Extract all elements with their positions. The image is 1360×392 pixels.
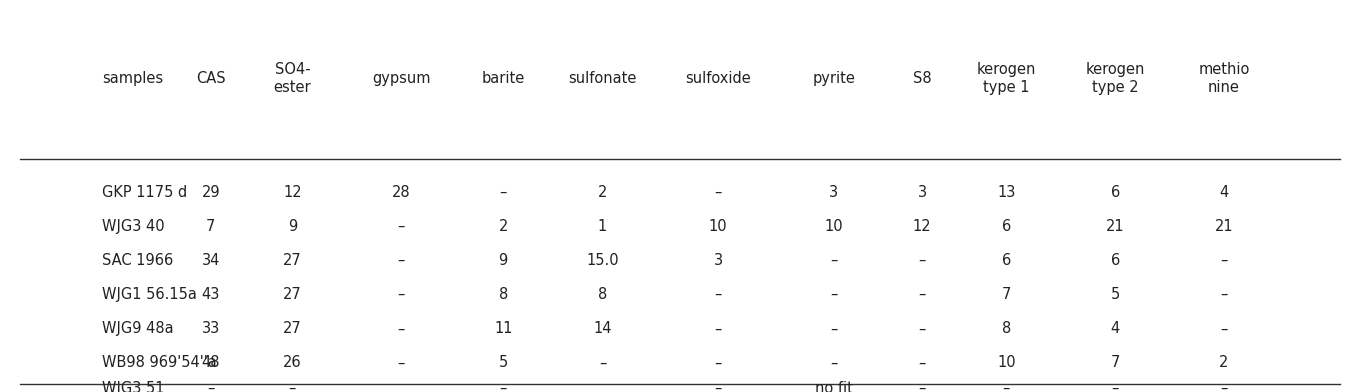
Text: –: –	[397, 321, 405, 336]
Text: 7: 7	[1111, 356, 1119, 370]
Text: 5: 5	[1111, 287, 1119, 302]
Text: 3: 3	[714, 253, 722, 268]
Text: 43: 43	[201, 287, 220, 302]
Text: WJG1 56.15a: WJG1 56.15a	[102, 287, 197, 302]
Text: 4: 4	[1111, 321, 1119, 336]
Text: 11: 11	[494, 321, 513, 336]
Text: 27: 27	[283, 253, 302, 268]
Text: 6: 6	[1111, 185, 1119, 200]
Text: 15.0: 15.0	[586, 253, 619, 268]
Text: barite: barite	[481, 71, 525, 86]
Text: 8: 8	[598, 287, 607, 302]
Text: –: –	[830, 253, 838, 268]
Text: 34: 34	[201, 253, 220, 268]
Text: –: –	[918, 381, 926, 392]
Text: –: –	[1002, 381, 1010, 392]
Text: kerogen
type 2: kerogen type 2	[1085, 62, 1145, 95]
Text: –: –	[918, 287, 926, 302]
Text: 9: 9	[288, 219, 296, 234]
Text: –: –	[714, 356, 722, 370]
Text: 4: 4	[1220, 185, 1228, 200]
Text: samples: samples	[102, 71, 163, 86]
Text: gypsum: gypsum	[371, 71, 431, 86]
Text: 7: 7	[207, 219, 215, 234]
Text: S8: S8	[913, 71, 932, 86]
Text: –: –	[397, 219, 405, 234]
Text: 2: 2	[1220, 356, 1228, 370]
Text: 6: 6	[1111, 253, 1119, 268]
Text: 3: 3	[830, 185, 838, 200]
Text: 10: 10	[709, 219, 728, 234]
Text: –: –	[598, 356, 607, 370]
Text: –: –	[288, 381, 296, 392]
Text: WJG3 51: WJG3 51	[102, 381, 165, 392]
Text: SO4-
ester: SO4- ester	[273, 62, 311, 95]
Text: methio
nine: methio nine	[1198, 62, 1250, 95]
Text: 14: 14	[593, 321, 612, 336]
Text: 13: 13	[997, 185, 1016, 200]
Text: –: –	[1220, 253, 1228, 268]
Text: WB98 969'54''a: WB98 969'54''a	[102, 356, 216, 370]
Text: 2: 2	[499, 219, 507, 234]
Text: 27: 27	[283, 321, 302, 336]
Text: –: –	[918, 356, 926, 370]
Text: sulfoxide: sulfoxide	[685, 71, 751, 86]
Text: –: –	[1220, 381, 1228, 392]
Text: 7: 7	[1002, 287, 1010, 302]
Text: 12: 12	[283, 185, 302, 200]
Text: WJG9 48a: WJG9 48a	[102, 321, 174, 336]
Text: 48: 48	[201, 356, 220, 370]
Text: –: –	[830, 321, 838, 336]
Text: –: –	[499, 185, 507, 200]
Text: 10: 10	[997, 356, 1016, 370]
Text: –: –	[397, 356, 405, 370]
Text: –: –	[397, 253, 405, 268]
Text: 27: 27	[283, 287, 302, 302]
Text: 21: 21	[1214, 219, 1234, 234]
Text: 6: 6	[1002, 219, 1010, 234]
Text: 2: 2	[598, 185, 607, 200]
Text: –: –	[1220, 321, 1228, 336]
Text: –: –	[918, 253, 926, 268]
Text: no fit: no fit	[815, 381, 853, 392]
Text: 28: 28	[392, 185, 411, 200]
Text: kerogen
type 1: kerogen type 1	[976, 62, 1036, 95]
Text: WJG3 40: WJG3 40	[102, 219, 165, 234]
Text: SAC 1966: SAC 1966	[102, 253, 173, 268]
Text: –: –	[918, 321, 926, 336]
Text: 5: 5	[499, 356, 507, 370]
Text: 8: 8	[499, 287, 507, 302]
Text: 1: 1	[598, 219, 607, 234]
Text: –: –	[714, 321, 722, 336]
Text: 12: 12	[913, 219, 932, 234]
Text: 33: 33	[201, 321, 220, 336]
Text: –: –	[830, 356, 838, 370]
Text: pyrite: pyrite	[812, 71, 855, 86]
Text: 6: 6	[1002, 253, 1010, 268]
Text: –: –	[830, 287, 838, 302]
Text: 10: 10	[824, 219, 843, 234]
Text: –: –	[1111, 381, 1119, 392]
Text: –: –	[714, 287, 722, 302]
Text: –: –	[1220, 287, 1228, 302]
Text: sulfonate: sulfonate	[568, 71, 636, 86]
Text: –: –	[207, 381, 215, 392]
Text: 26: 26	[283, 356, 302, 370]
Text: CAS: CAS	[196, 71, 226, 86]
Text: 29: 29	[201, 185, 220, 200]
Text: –: –	[714, 381, 722, 392]
Text: 9: 9	[499, 253, 507, 268]
Text: –: –	[714, 185, 722, 200]
Text: GKP 1175 d: GKP 1175 d	[102, 185, 188, 200]
Text: 21: 21	[1106, 219, 1125, 234]
Text: 3: 3	[918, 185, 926, 200]
Text: –: –	[499, 381, 507, 392]
Text: 8: 8	[1002, 321, 1010, 336]
Text: –: –	[397, 287, 405, 302]
